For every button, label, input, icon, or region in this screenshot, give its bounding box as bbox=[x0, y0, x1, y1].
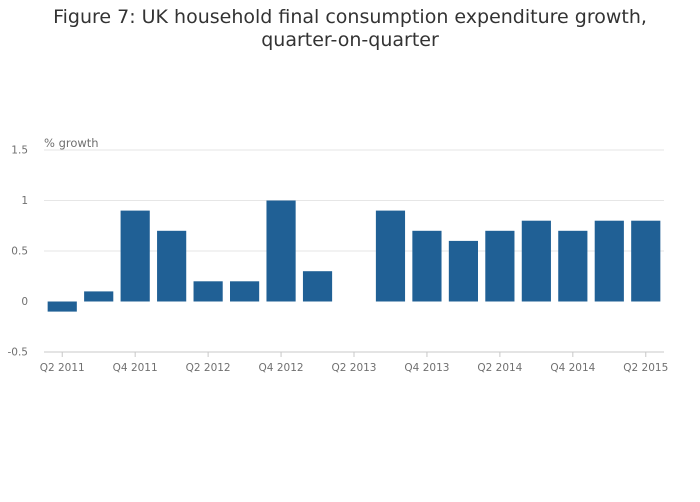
bar-q3-2011[interactable] bbox=[84, 291, 114, 302]
x-tick-label: Q2 2015 bbox=[623, 362, 668, 374]
bar-q4-2014[interactable] bbox=[558, 230, 588, 302]
y-axis-label: % growth bbox=[44, 136, 99, 150]
x-tick-label: Q4 2012 bbox=[259, 362, 304, 374]
bar-q3-2014[interactable] bbox=[521, 220, 551, 302]
y-tick-label: -0.5 bbox=[8, 347, 29, 359]
bar-q3-2012[interactable] bbox=[230, 281, 260, 302]
bar-q1-2014[interactable] bbox=[448, 240, 478, 302]
bar-q2-2015[interactable] bbox=[631, 220, 661, 302]
x-tick-label: Q4 2013 bbox=[404, 362, 449, 374]
bar-q1-2013[interactable] bbox=[302, 271, 333, 302]
y-tick-label: 0.5 bbox=[11, 246, 28, 258]
y-tick-label: 1 bbox=[21, 195, 28, 207]
x-tick-label: Q4 2011 bbox=[113, 362, 158, 374]
bar-q4-2012[interactable] bbox=[266, 200, 296, 302]
bar-q2-2011[interactable] bbox=[47, 301, 77, 312]
x-tick-label: Q2 2012 bbox=[186, 362, 231, 374]
bar-q4-2013[interactable] bbox=[412, 230, 442, 302]
x-tick-label: Q2 2014 bbox=[477, 362, 522, 374]
x-axis-ticks: Q2 2011 Q4 2011 Q2 2012 Q4 2012 Q2 2013 Q4 20… bbox=[40, 352, 668, 374]
bar-q2-2014[interactable] bbox=[485, 230, 515, 302]
chart-title: Figure 7: UK household final consumption… bbox=[53, 6, 647, 51]
bar-q1-2015[interactable] bbox=[594, 220, 624, 302]
y-axis-ticks: -0.5 0 0.5 1 1.5 bbox=[8, 145, 29, 359]
bar-q3-2013[interactable] bbox=[375, 210, 406, 302]
y-tick-label: 1.5 bbox=[11, 145, 28, 157]
x-tick-label: Q2 2013 bbox=[331, 362, 376, 374]
bar-q4-2011[interactable] bbox=[120, 210, 150, 302]
x-tick-label: Q4 2014 bbox=[550, 362, 595, 374]
y-tick-label: 0 bbox=[21, 296, 28, 308]
bar-q1-2012[interactable] bbox=[157, 230, 187, 302]
bar-q2-2012[interactable] bbox=[193, 281, 223, 302]
x-tick-label: Q2 2011 bbox=[40, 362, 85, 374]
bars bbox=[47, 200, 661, 312]
